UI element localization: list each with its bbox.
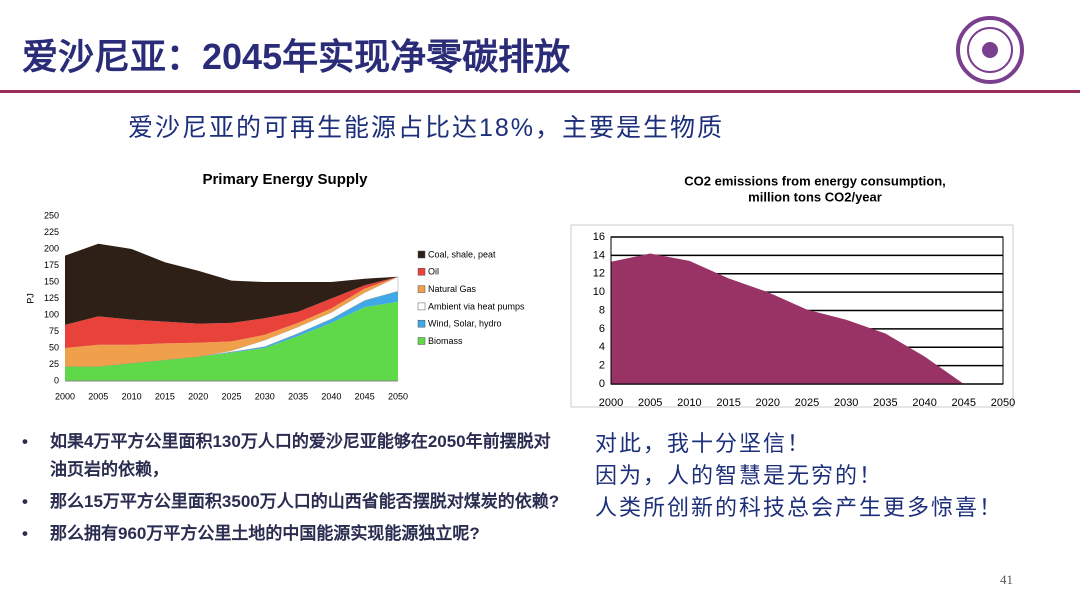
y-tick-label: 0	[599, 378, 605, 390]
statement: 因为，人的智慧是无穷的！	[595, 463, 884, 488]
legend-swatch	[417, 319, 426, 328]
x-tick-label: 2000	[55, 391, 75, 401]
x-tick-label: 2015	[716, 397, 740, 409]
x-tick-label: 2000	[599, 397, 623, 409]
logo	[956, 16, 1024, 84]
statement: 人类所创新的科技总会产生更多惊喜！	[595, 495, 1004, 520]
y-tick-label: 25	[49, 359, 59, 369]
plot-border	[610, 236, 1004, 385]
slide-title: 爱沙尼亚：2045年实现净零碳排放	[22, 36, 571, 77]
y-tick-label: 16	[593, 231, 605, 243]
x-tick-label: 2040	[321, 391, 341, 401]
x-tick-label: 2035	[873, 397, 897, 409]
y-tick-label: 175	[44, 260, 59, 270]
y-tick-label: 225	[44, 227, 59, 237]
x-tick-label: 2050	[388, 391, 408, 401]
plot-frame	[570, 224, 1014, 408]
y-tick-label: 8	[599, 304, 605, 316]
chart-title: million tons CO2/year	[748, 189, 882, 204]
subtitle: 爱沙尼亚的可再生能源占比达18%，主要是生物质	[128, 114, 725, 142]
legend-label: Natural Gas	[428, 284, 477, 294]
y-tick-label: 4	[599, 341, 605, 353]
bullet: 那么拥有960万平方公里土地的中国能源实现能源独立呢?	[22, 520, 562, 548]
x-tick-label: 2035	[288, 391, 308, 401]
x-tick-label: 2040	[912, 397, 936, 409]
chart-title: CO2 emissions from energy consumption,	[684, 173, 946, 188]
area	[611, 253, 1003, 384]
x-tick-label: 2050	[991, 397, 1015, 409]
legend-label: Biomass	[428, 336, 463, 346]
chart-title: Primary Energy Supply	[202, 171, 368, 188]
page-number: 41	[1000, 572, 1013, 587]
y-axis-label: PJ	[25, 293, 35, 304]
legend-label: Oil	[428, 267, 439, 277]
bullet: 如果4万平方公里面积130万人口的爱沙尼亚能够在2050年前摆脱对油页岩的依赖，	[22, 428, 562, 484]
y-tick-label: 14	[593, 249, 605, 261]
y-tick-label: 150	[44, 276, 59, 286]
x-tick-label: 2005	[88, 391, 108, 401]
x-tick-label: 2010	[122, 391, 142, 401]
divider	[0, 90, 1080, 93]
x-tick-label: 2030	[255, 391, 275, 401]
x-tick-label: 2020	[756, 397, 780, 409]
legend-swatch	[417, 250, 426, 259]
statements: 对此，我十分坚信！ 因为，人的智慧是无穷的！ 人类所创新的科技总会产生更多惊喜！	[595, 428, 1003, 524]
area	[65, 276, 399, 367]
legend-label: Ambient via heat pumps	[428, 301, 525, 311]
y-tick-label: 6	[599, 323, 605, 335]
legend-swatch	[417, 337, 426, 345]
y-tick-label: 125	[44, 293, 59, 303]
x-tick-label: 2025	[221, 391, 241, 401]
x-tick-label: 2015	[155, 391, 175, 401]
x-tick-label: 2030	[834, 397, 858, 409]
legend-swatch	[417, 302, 426, 311]
bullet: 那么15万平方公里面积3500万人口的山西省能否摆脱对煤炭的依赖?	[22, 488, 562, 516]
legend-swatch	[417, 268, 426, 276]
y-tick-label: 250	[44, 210, 59, 220]
x-tick-label: 2010	[677, 397, 701, 409]
x-tick-label: 2005	[638, 397, 662, 409]
y-tick-label: 12	[593, 268, 605, 280]
y-tick-label: 50	[49, 342, 59, 352]
x-tick-label: 2045	[355, 391, 375, 401]
y-tick-label: 2	[599, 360, 605, 372]
area	[65, 243, 398, 325]
x-tick-label: 2045	[952, 397, 976, 409]
statement: 对此，我十分坚信！	[595, 431, 812, 456]
y-tick-label: 100	[44, 309, 59, 319]
y-tick-label: 75	[49, 326, 59, 336]
x-tick-label: 2020	[188, 391, 208, 401]
legend-label: Wind, Solar, hydro	[428, 319, 502, 329]
area	[65, 301, 398, 381]
area	[65, 276, 398, 348]
legend-label: Coal, shale, peat	[428, 249, 496, 259]
bullet-list: 如果4万平方公里面积130万人口的爱沙尼亚能够在2050年前摆脱对油页岩的依赖，…	[22, 428, 562, 552]
x-tick-label: 2025	[795, 397, 819, 409]
y-tick-label: 200	[44, 243, 59, 253]
y-tick-label: 0	[54, 375, 59, 385]
legend-swatch	[417, 285, 426, 293]
y-tick-label: 10	[593, 286, 605, 298]
